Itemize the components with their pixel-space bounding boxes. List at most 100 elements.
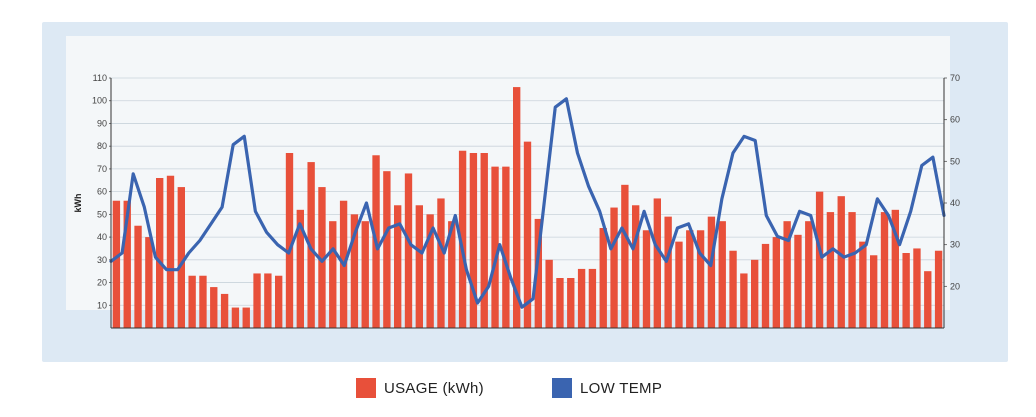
usage-bar <box>329 221 337 328</box>
y-tick-label: 100 <box>92 96 107 106</box>
usage-bar <box>513 87 521 328</box>
usage-bar <box>642 230 651 328</box>
usage-bar <box>815 191 824 328</box>
low-temp-point <box>499 244 501 246</box>
low-temp-point <box>776 235 779 237</box>
usage-bar <box>491 166 499 328</box>
low-temp-point <box>910 210 912 212</box>
low-temp-point <box>232 144 234 146</box>
usage-bar <box>556 278 564 328</box>
legend-label-usage: USAGE (kWh) <box>384 379 484 397</box>
usage-bar <box>783 221 791 328</box>
usage-bar <box>696 230 705 328</box>
low-temp-point <box>721 198 723 200</box>
usage-bar <box>469 153 478 328</box>
usage-bar <box>934 250 943 328</box>
y-tick-label: 40 <box>97 232 107 242</box>
low-temp-point <box>454 214 456 217</box>
y2-tick-label: 60 <box>950 115 960 125</box>
axes: 10 20 30 40 50 60 70 80 90 100 110 20 30 40 50 60 70 <box>92 73 960 329</box>
usage-bar <box>610 207 618 328</box>
usage-bar <box>285 153 294 328</box>
low-temp-point <box>687 223 690 225</box>
usage-bar <box>383 171 391 328</box>
usage-bar <box>859 241 867 328</box>
low-temp-point <box>876 198 878 200</box>
low-temp-point <box>765 214 767 217</box>
legend-label-low-temp: LOW TEMP <box>580 379 663 397</box>
y-tick-label: 10 <box>97 300 107 310</box>
low-temp-point <box>665 260 667 262</box>
y-tick-label: 70 <box>97 164 107 174</box>
low-temp-point <box>865 244 867 246</box>
usage-bar <box>588 268 597 328</box>
low-temp-point <box>188 252 190 254</box>
y-tick-label: 110 <box>93 73 107 83</box>
usage-bar <box>318 187 326 328</box>
low-temp-point <box>388 227 390 229</box>
usage-bar <box>166 175 175 328</box>
low-temp-point <box>410 244 412 246</box>
low-temp-point <box>476 302 479 304</box>
usage-bar <box>772 237 780 328</box>
legend: USAGE (kWh) LOW TEMP <box>0 378 1036 408</box>
usage-bar <box>448 221 456 328</box>
low-temp-point <box>921 164 923 167</box>
y-tick-label: 20 <box>97 278 107 288</box>
low-temp-point <box>676 227 679 229</box>
low-temp-point <box>376 248 379 250</box>
usage-bar <box>837 196 845 328</box>
low-temp-point <box>787 239 790 242</box>
usage-bar <box>761 243 770 328</box>
low-temp-point <box>932 156 934 158</box>
usage-bar <box>751 259 759 328</box>
low-temp-line-group <box>109 97 946 309</box>
usage-bar <box>729 250 737 328</box>
low-temp-point <box>898 244 901 246</box>
usage-bar <box>275 275 283 328</box>
usage-bar <box>296 209 304 328</box>
usage-bar <box>145 237 153 328</box>
low-temp-point <box>154 256 157 258</box>
y-tick-label: 60 <box>97 187 107 197</box>
usage-bar <box>156 178 164 328</box>
usage-bar <box>567 278 575 328</box>
low-temp-point <box>632 248 634 250</box>
low-temp-point <box>565 98 567 100</box>
usage-bar <box>924 271 932 328</box>
y2-tick-label: 30 <box>950 240 960 250</box>
usage-bar <box>880 212 889 328</box>
low-temp-point <box>576 152 579 154</box>
legend-swatch-usage <box>356 378 376 398</box>
low-temp-point <box>199 239 201 242</box>
usage-bar <box>523 141 532 328</box>
y2-tick-label: 70 <box>950 73 960 83</box>
low-temp-point <box>610 248 612 250</box>
low-temp-point <box>732 152 734 154</box>
low-temp-point <box>799 210 801 212</box>
usage-bar <box>199 275 207 328</box>
y-axis-label: kWh <box>73 194 83 213</box>
usage-bar <box>545 259 553 328</box>
low-temp-point <box>421 252 423 254</box>
low-temp-point <box>832 248 834 250</box>
low-temp-point <box>399 223 401 225</box>
low-temp-point <box>254 210 256 212</box>
low-temp-point <box>143 206 145 208</box>
low-temp-point <box>621 227 623 229</box>
usage-bar <box>231 307 240 328</box>
usage-bar <box>458 150 467 328</box>
y-tick-label: 90 <box>97 118 107 128</box>
low-temp-point <box>365 202 368 204</box>
y-tick-label: 30 <box>97 255 107 265</box>
usage-bar <box>394 205 402 328</box>
low-temp-point <box>699 252 701 254</box>
usage-bars <box>112 87 943 328</box>
low-temp-point <box>343 264 345 267</box>
low-temp-point <box>488 285 490 287</box>
low-temp-point <box>810 214 812 217</box>
usage-bar <box>740 273 748 328</box>
usage-bar <box>870 255 878 328</box>
low-temp-point <box>510 277 512 279</box>
y2-tick-label: 20 <box>950 281 960 291</box>
